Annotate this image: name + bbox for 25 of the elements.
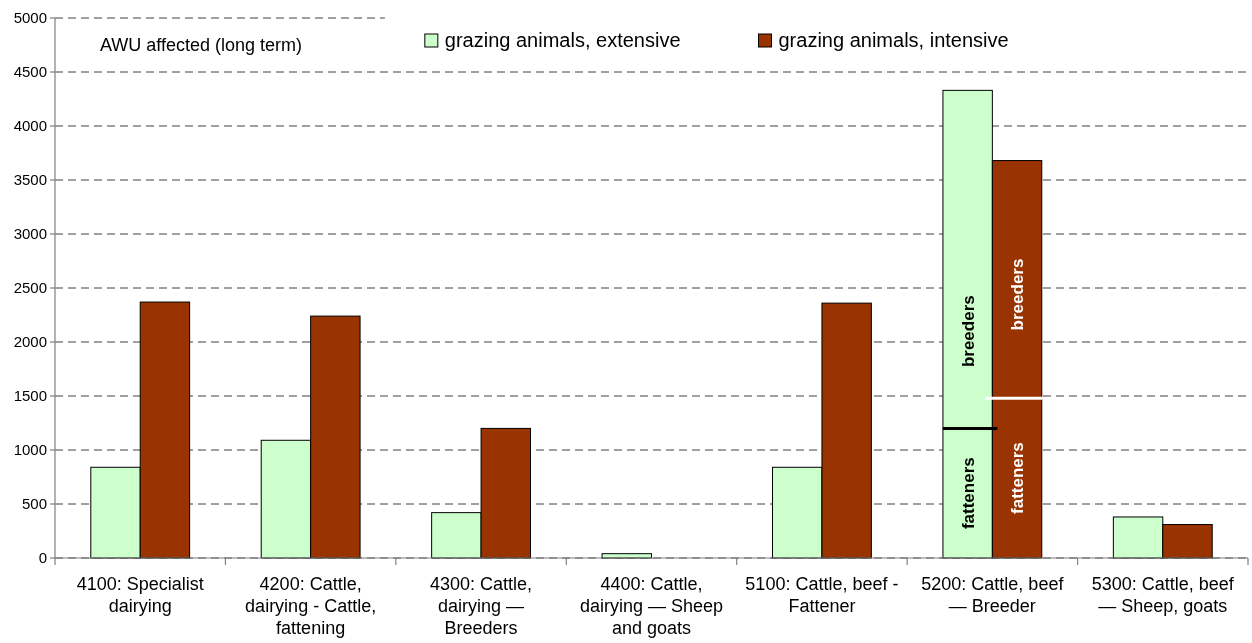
x-tick-label: 4400: Cattle, dairying — Sheep and goats — [579, 574, 724, 638]
legend-label: grazing animals, extensive — [444, 29, 681, 51]
y-tick-label: 1500 — [13, 387, 47, 404]
legend-label: grazing animals, intensive — [778, 29, 1009, 51]
x-tick-label: 4100: Specialist dairying — [76, 574, 204, 616]
annotation: fatteners — [1008, 442, 1028, 514]
y-tick-label: 1000 — [13, 441, 47, 458]
annotation: breeders — [958, 295, 978, 368]
y-axis-title: AWU affected (long term) — [100, 35, 303, 55]
y-tick-label: 500 — [21, 495, 47, 512]
x-tick-label: 4200: Cattle, dairying - Cattle, fattening — [245, 574, 377, 638]
y-tick-label: 2000 — [13, 333, 47, 350]
y-tick-label: 5000 — [13, 9, 47, 26]
y-tick-label: 0 — [38, 549, 47, 566]
annotation: breeders — [1008, 258, 1028, 331]
y-tick-label: 3000 — [13, 225, 47, 242]
x-tick-label: 5100: Cattle, beef - Fattener — [745, 574, 899, 616]
x-tick-label: 5300: Cattle, beef — Sheep, goats — [1091, 574, 1235, 616]
y-tick-label: 2500 — [13, 279, 47, 296]
y-tick-label: 4000 — [13, 117, 47, 134]
y-tick-label: 3500 — [13, 171, 47, 188]
y-tick-label: 4500 — [13, 63, 47, 80]
x-tick-label: 4300: Cattle, dairying — Breeders — [430, 574, 533, 638]
annotation: fatteners — [958, 457, 978, 530]
x-tick-label: 5200: Cattle, beef — Breeder — [921, 574, 1065, 616]
